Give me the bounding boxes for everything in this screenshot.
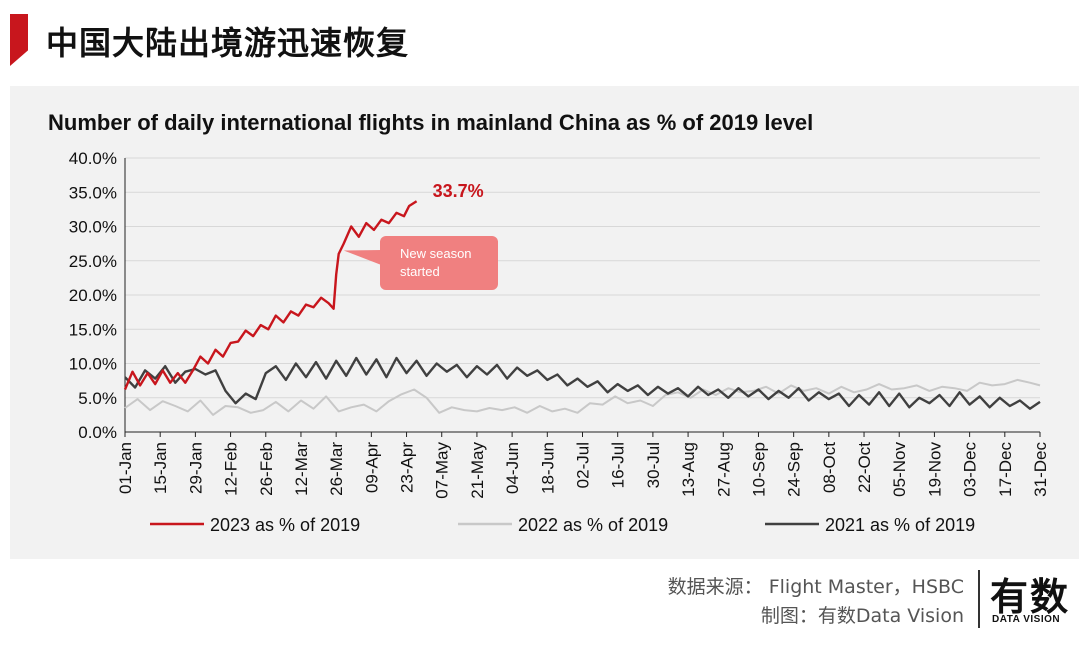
y-axis: 0.0% 5.0% 10.0% 15.0% 20.0% 25.0% 30.0% 35.0% 40… [69,149,126,442]
x-tick-label: 22-Oct [855,442,874,493]
x-tick-label: 12-Mar [292,442,311,496]
x-tick-label: 12-Feb [222,442,241,496]
y-tick-label: 25.0% [69,252,117,271]
x-tick-label: 17-Dec [996,442,1015,497]
x-tick-label: 13-Aug [679,442,698,497]
brand-logo-text: 有数 [990,575,1071,619]
y-tick-label: 20.0% [69,286,117,305]
data-source-note: 数据来源： Flight Master，HSBC [667,576,964,598]
y-tick-label: 35.0% [69,183,117,202]
x-tick-label: 26-Mar [327,442,346,496]
callout-text: started [400,264,440,279]
x-tick-label: 27-Aug [714,442,733,497]
x-tick-label: 21-May [468,442,487,499]
callout-pointer [343,250,384,266]
y-tick-label: 10.0% [69,355,117,374]
series-2021-line [124,356,1041,410]
x-tick-label: 24-Sep [785,442,804,497]
brand-logo-subtext: DATA VISION [992,614,1061,625]
x-tick-label: 04-Jun [503,442,522,494]
logo-divider [978,570,980,628]
x-tick-label: 26-Feb [257,442,276,496]
callout-text: New season [400,246,472,261]
y-tick-label: 0.0% [78,423,117,442]
chart-credit-note: 制图：有数Data Vision [760,605,964,627]
legend-label: 2021 as % of 2019 [825,515,975,535]
x-tick-label: 29-Jan [186,442,205,494]
title-bar: 中国大陆出境游迅速恢复 [0,0,1080,82]
page-title: 中国大陆出境游迅速恢复 [46,24,410,62]
y-tick-label: 30.0% [69,218,117,237]
chart-title: Number of daily international flights in… [48,110,813,135]
x-tick-label: 31-Dec [1031,442,1050,497]
x-tick-label: 05-Nov [890,442,909,497]
callout-box [380,236,498,290]
x-tick-label: 03-Dec [961,442,980,497]
x-tick-label: 18-Jun [538,442,557,494]
x-tick-label: 23-Apr [398,442,417,493]
legend-label: 2022 as % of 2019 [518,515,668,535]
x-axis: 01-Jan 15-Jan 29-Jan 12-Feb 26-Feb 12-Mar 26-M… [116,431,1050,499]
title-accent-bar [10,14,28,66]
y-tick-label: 40.0% [69,149,117,168]
chart-grid [125,157,1040,433]
y-tick-label: 5.0% [78,389,117,408]
x-tick-label: 09-Apr [362,442,381,493]
series-2022-line [124,378,1041,416]
x-tick-label: 07-May [433,442,452,499]
x-tick-label: 30-Jul [644,442,663,488]
x-tick-label: 10-Sep [749,442,768,497]
callout-layer: New season started [343,236,498,290]
series-layer: 33.7% [123,181,1041,416]
x-tick-label: 19-Nov [925,442,944,497]
x-tick-label: 16-Jul [609,442,628,488]
x-tick-label: 15-Jan [151,442,170,494]
end-value-label: 33.7% [433,181,484,201]
x-tick-label: 01-Jan [116,442,135,494]
x-tick-label: 08-Oct [820,442,839,493]
y-tick-label: 15.0% [69,320,117,339]
chart-panel: Number of daily international flights in… [10,86,1079,559]
x-tick-label: 02-Jul [574,442,593,488]
flights-line-chart: Number of daily international flights in… [48,110,1050,535]
series-2023-line [123,200,418,390]
legend: 2023 as % of 2019 2022 as % of 2019 2021 a… [150,515,975,535]
legend-label: 2023 as % of 2019 [210,515,360,535]
